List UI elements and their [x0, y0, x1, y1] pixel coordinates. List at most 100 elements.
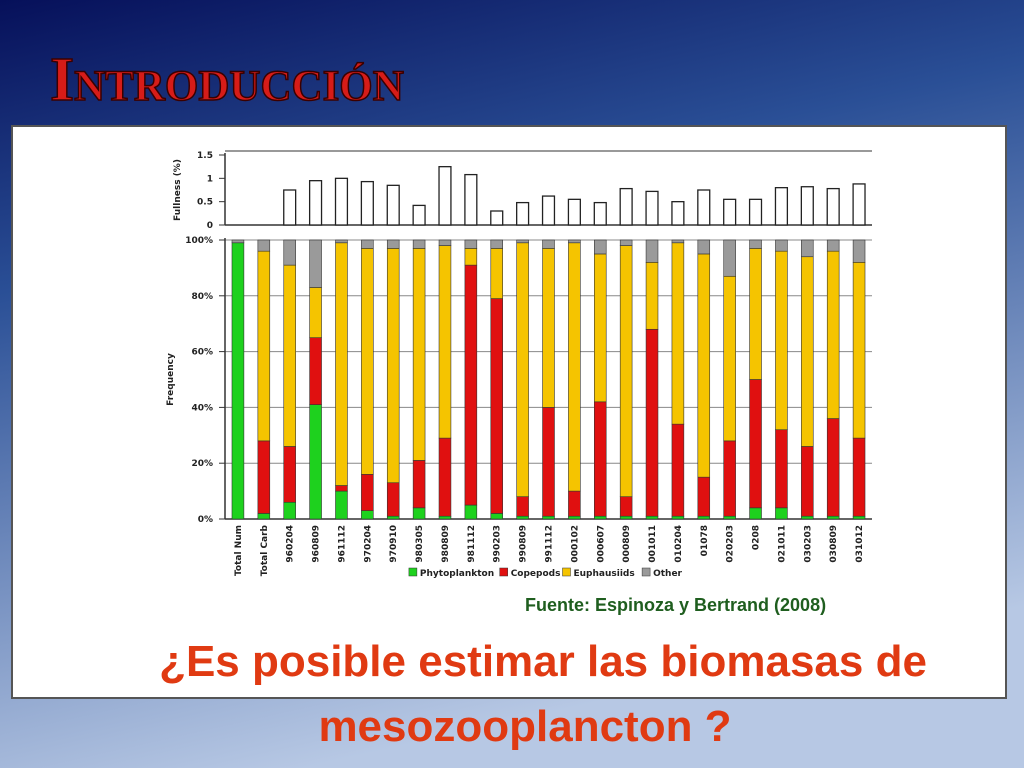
x-tick-label: 990203	[493, 525, 503, 563]
bar	[438, 166, 452, 226]
y-tick-label: 100%	[185, 236, 213, 246]
bar-segment	[438, 245, 452, 439]
bar-segment	[283, 239, 296, 266]
y-tick-label: 0	[207, 221, 213, 231]
bar	[645, 190, 659, 226]
legend-swatch	[641, 567, 651, 577]
bar-segment	[619, 496, 633, 517]
bar-segment	[852, 515, 866, 520]
bar-segment	[671, 242, 685, 425]
y-tick-label: 1.5	[197, 151, 213, 161]
content-panel	[11, 125, 1007, 699]
bar-segment	[826, 418, 840, 517]
bar	[619, 187, 633, 226]
bar-segment	[361, 248, 374, 475]
x-tick-label: 001011	[648, 525, 658, 563]
bar-segment	[361, 239, 374, 249]
legend-swatch	[408, 567, 418, 577]
legend-label: Phytoplankton	[420, 569, 494, 579]
y-axis-title: Frequency	[166, 353, 176, 406]
y-tick-label: 60%	[191, 348, 213, 358]
bar-segment	[335, 239, 348, 244]
bar	[412, 204, 426, 226]
x-tick-label: 010204	[674, 525, 684, 563]
legend-swatch	[562, 567, 571, 577]
y-tick-label: 40%	[191, 403, 213, 413]
bar-segment	[464, 504, 478, 520]
x-tick-label: 990809	[519, 525, 529, 563]
x-tick-label: 030203	[803, 525, 813, 563]
bar-segment	[283, 264, 296, 447]
bar-segment	[542, 248, 555, 408]
x-tick-label: 970910	[389, 525, 399, 563]
bar-segment	[361, 474, 374, 511]
bar-segment	[594, 515, 607, 520]
bar-segment	[464, 248, 478, 266]
question-line: mesozooplancton ?	[318, 702, 731, 751]
bar-segment	[852, 262, 866, 439]
bar	[308, 180, 323, 226]
bar	[748, 198, 763, 226]
bar-segment	[490, 248, 503, 299]
bar-segment	[697, 515, 711, 520]
slide-title: Introducción	[50, 46, 404, 114]
bar-segment	[309, 287, 322, 338]
bar-segment	[749, 239, 762, 249]
bar-segment	[542, 239, 555, 249]
bar-segment	[568, 490, 581, 517]
bar	[490, 210, 504, 226]
legend-label: Copepods	[511, 569, 561, 579]
bar-segment	[697, 239, 711, 255]
bar-segment	[386, 239, 400, 249]
bar-segment	[464, 239, 478, 249]
bar-segment	[775, 239, 788, 252]
bar-segment	[335, 485, 348, 492]
bar-segment	[671, 239, 685, 244]
bar-segment	[594, 253, 607, 403]
x-tick-label: Total Carb	[260, 524, 270, 576]
bar-segment	[412, 239, 426, 249]
bar	[516, 201, 530, 226]
bar-segment	[542, 515, 555, 520]
bar	[774, 187, 789, 226]
x-tick-label: 980809	[441, 525, 451, 563]
x-tick-label: 000102	[570, 525, 580, 563]
bar-segment	[775, 507, 788, 520]
bar-segment	[309, 404, 322, 520]
bar-segment	[438, 437, 452, 517]
bar-segment	[438, 239, 452, 246]
bar-segment	[309, 337, 322, 405]
bar-segment	[542, 407, 555, 517]
bar-segment	[568, 515, 581, 520]
bar-segment	[516, 496, 529, 517]
y-axis-title: Fullness (%)	[173, 159, 183, 221]
bar-segment	[749, 248, 762, 380]
bar	[723, 198, 737, 226]
bar	[567, 198, 581, 226]
x-tick-label: 991112	[545, 525, 555, 563]
x-tick-label: 0208	[752, 525, 762, 550]
bar-segment	[801, 446, 814, 517]
x-tick-label: 030809	[829, 525, 839, 563]
bar-segment	[412, 460, 426, 509]
bar	[800, 186, 814, 226]
bar-segment	[852, 239, 866, 263]
source-note: Fuente: Espinoza y Bertrand (2008)	[525, 595, 826, 615]
bar	[386, 184, 400, 226]
bar-segment	[619, 515, 633, 520]
x-tick-label: 031012	[855, 525, 865, 563]
bar-segment	[490, 513, 503, 520]
bar-segment	[645, 262, 659, 330]
bar-segment	[361, 510, 374, 520]
bar-segment	[645, 515, 659, 520]
bar-segment	[801, 515, 814, 520]
legend-label: Other	[653, 569, 682, 579]
bar-segment	[386, 482, 400, 517]
x-tick-label: 960204	[286, 525, 296, 563]
bar	[283, 189, 297, 226]
bar-segment	[464, 264, 478, 506]
bar-segment	[257, 513, 271, 520]
x-tick-label: 01078	[700, 525, 710, 556]
y-tick-label: 0.5	[197, 198, 213, 208]
bar-segment	[826, 515, 840, 520]
